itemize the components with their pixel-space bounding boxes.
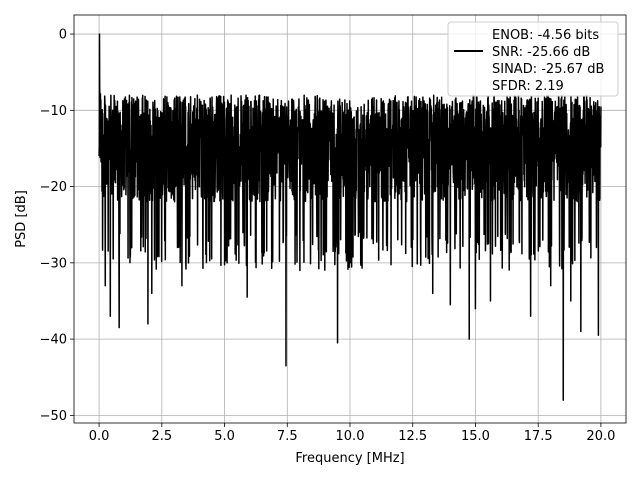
x-tick-label: 2.5: [151, 429, 172, 444]
x-tick-label: 12.5: [398, 429, 427, 444]
y-tick-label: −40: [40, 333, 67, 348]
legend-entry: ENOB: -4.56 bits: [492, 28, 599, 43]
legend: ENOB: -4.56 bits SNR: -25.66 dB SINAD: -25…: [447, 21, 619, 97]
x-tick-label: 7.5: [277, 429, 298, 444]
y-tick-label: −10: [40, 104, 67, 119]
x-tick-label: 17.5: [524, 429, 553, 444]
x-tick-label: 15.0: [461, 429, 490, 444]
y-tick-label: 0: [59, 28, 67, 43]
x-tick-label: 5.0: [214, 429, 235, 444]
x-tick-label: 20.0: [586, 429, 615, 444]
x-axis: 0.0 2.5 5.0 7.5 10.0 12.5 15.0 17.5 20.0: [89, 423, 615, 444]
legend-entry: SNR: -25.66 dB: [492, 45, 590, 60]
legend-entry: SFDR: 2.19: [492, 79, 564, 94]
y-tick-label: −30: [40, 256, 67, 271]
psd-series-line: [98, 33, 602, 401]
y-tick-label: −20: [40, 180, 67, 195]
legend-box: [447, 21, 619, 97]
x-tick-label: 0.0: [89, 429, 110, 444]
x-tick-label: 10.0: [336, 429, 365, 444]
y-axis: 0 −10 −20 −30 −40 −50: [40, 28, 74, 424]
y-axis-label: PSD [dB]: [14, 190, 29, 248]
y-tick-label: −50: [40, 409, 67, 424]
legend-entry: SINAD: -25.67 dB: [492, 62, 604, 77]
x-axis-label: Frequency [MHz]: [295, 451, 404, 466]
